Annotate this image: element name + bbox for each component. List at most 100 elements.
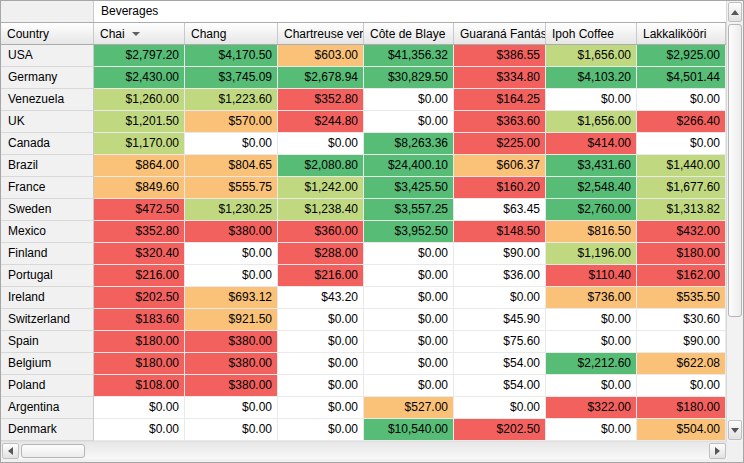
cell[interactable]: $432.00 [637,221,726,243]
vertical-scrollbar-track[interactable] [727,318,743,419]
cell[interactable]: $0.00 [278,397,364,419]
cell[interactable]: $360.00 [278,221,364,243]
cell[interactable]: $202.50 [454,419,546,441]
cell[interactable]: $386.55 [454,45,546,67]
cell[interactable]: $322.00 [546,397,637,419]
cell[interactable]: $110.40 [546,265,637,287]
cell[interactable]: $0.00 [278,353,364,375]
cell[interactable]: $849.60 [94,177,185,199]
cell[interactable]: $225.00 [454,133,546,155]
cell[interactable]: $0.00 [364,265,454,287]
cell[interactable]: $8,263.36 [364,133,454,155]
cell[interactable]: $527.00 [364,397,454,419]
cell[interactable]: $1,656.00 [546,45,637,67]
cell[interactable]: $0.00 [637,133,726,155]
cell[interactable]: $4,501.44 [637,67,726,89]
row-header-spain[interactable]: Spain [1,331,94,353]
cell[interactable]: $0.00 [278,419,364,441]
cell[interactable]: $380.00 [185,375,278,397]
cell[interactable]: $1,201.50 [94,111,185,133]
cell[interactable]: $90.00 [454,243,546,265]
cell[interactable]: $43.20 [278,287,364,309]
cell[interactable]: $1,656.00 [546,111,637,133]
row-header-usa[interactable]: USA [1,45,94,67]
cell[interactable]: $3,745.09 [185,67,278,89]
cell[interactable]: $36.00 [454,265,546,287]
cell[interactable]: $804.65 [185,155,278,177]
cell[interactable]: $180.00 [637,397,726,419]
row-header-venezuela[interactable]: Venezuela [1,89,94,111]
cell[interactable]: $160.20 [454,177,546,199]
horizontal-scrollbar-thumb[interactable] [21,444,85,458]
cell[interactable]: $164.25 [454,89,546,111]
row-header-germany[interactable]: Germany [1,67,94,89]
cell[interactable]: $603.00 [278,45,364,67]
cell[interactable]: $0.00 [454,397,546,419]
cell[interactable]: $0.00 [94,397,185,419]
column-header-ipoh-coffee[interactable]: Ipoh Coffee [546,23,637,44]
cell[interactable]: $0.00 [364,331,454,353]
cell[interactable]: $4,103.20 [546,67,637,89]
row-header-argentina[interactable]: Argentina [1,397,94,419]
cell[interactable]: $30,829.50 [364,67,454,89]
cell[interactable]: $4,170.50 [185,45,278,67]
cell[interactable]: $1,196.00 [546,243,637,265]
row-header-canada[interactable]: Canada [1,133,94,155]
cell[interactable]: $0.00 [546,331,637,353]
cell[interactable]: $180.00 [94,331,185,353]
cell[interactable]: $180.00 [637,243,726,265]
cell[interactable]: $0.00 [278,133,364,155]
cell[interactable]: $41,356.32 [364,45,454,67]
cell[interactable]: $75.60 [454,331,546,353]
cell[interactable]: $0.00 [185,243,278,265]
column-header-chartreuse-vert[interactable]: Chartreuse vert [278,23,364,44]
cell[interactable]: $380.00 [185,221,278,243]
cell[interactable]: $0.00 [546,419,637,441]
cell[interactable]: $45.90 [454,309,546,331]
cell[interactable]: $90.00 [637,331,726,353]
cell[interactable]: $54.00 [454,375,546,397]
cell[interactable]: $2,925.00 [637,45,726,67]
cell[interactable]: $0.00 [546,375,637,397]
cell[interactable]: $148.50 [454,221,546,243]
cell[interactable]: $202.50 [94,287,185,309]
cell[interactable]: $0.00 [364,375,454,397]
cell[interactable]: $183.60 [94,309,185,331]
cell[interactable]: $10,540.00 [364,419,454,441]
cell[interactable]: $0.00 [364,353,454,375]
cell[interactable]: $0.00 [185,397,278,419]
cell[interactable]: $1,677.60 [637,177,726,199]
cell[interactable]: $3,952.50 [364,221,454,243]
cell[interactable]: $216.00 [278,265,364,287]
cell[interactable]: $1,260.00 [94,89,185,111]
cell[interactable]: $180.00 [94,353,185,375]
column-group-header[interactable]: Beverages [94,1,726,22]
row-header-belgium[interactable]: Belgium [1,353,94,375]
cell[interactable]: $0.00 [364,111,454,133]
column-header-c-te-de-blaye[interactable]: Côte de Blaye [364,23,454,44]
cell[interactable]: $0.00 [364,243,454,265]
cell[interactable]: $0.00 [278,331,364,353]
cell[interactable]: $0.00 [185,419,278,441]
row-header-brazil[interactable]: Brazil [1,155,94,177]
cell[interactable]: $24,400.10 [364,155,454,177]
cell[interactable]: $0.00 [364,309,454,331]
row-header-ireland[interactable]: Ireland [1,287,94,309]
cell[interactable]: $1,440.00 [637,155,726,177]
cell[interactable]: $606.37 [454,155,546,177]
vertical-scrollbar[interactable] [726,1,743,441]
cell[interactable]: $2,080.80 [278,155,364,177]
row-header-france[interactable]: France [1,177,94,199]
cell[interactable]: $1,238.40 [278,199,364,221]
cell[interactable]: $0.00 [185,133,278,155]
cell[interactable]: $380.00 [185,353,278,375]
cell[interactable]: $504.00 [637,419,726,441]
cell[interactable]: $320.40 [94,243,185,265]
cell[interactable]: $0.00 [637,89,726,111]
cell[interactable]: $352.80 [94,221,185,243]
scroll-down-button[interactable] [728,420,742,440]
row-header-uk[interactable]: UK [1,111,94,133]
row-header-switzerland[interactable]: Switzerland [1,309,94,331]
column-header-lakkalik-ri[interactable]: Lakkalikööri [637,23,726,44]
cell[interactable]: $0.00 [278,309,364,331]
